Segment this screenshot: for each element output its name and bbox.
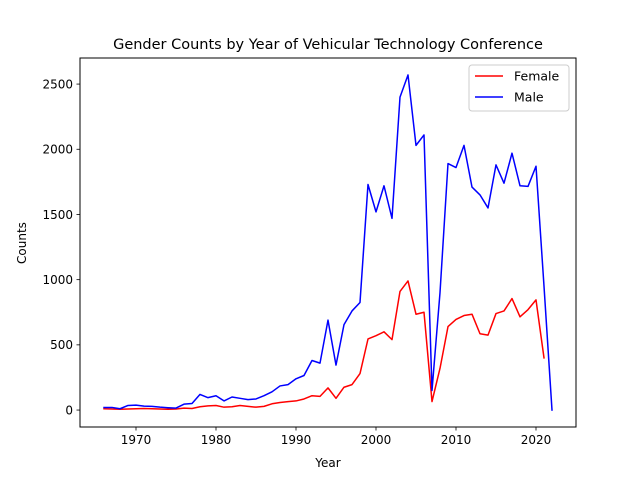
y-tick-label: 1000 — [42, 273, 73, 287]
series-line-female — [103, 280, 545, 411]
x-tick-label: 2010 — [441, 433, 472, 447]
x-tick-label: 1980 — [201, 433, 232, 447]
legend-female-label: Female — [514, 69, 560, 84]
series-layer — [103, 74, 553, 411]
x-tick-label: 1970 — [121, 433, 152, 447]
y-axis-label: Counts — [15, 222, 29, 264]
x-tick-label: 2020 — [521, 433, 552, 447]
axes-frame — [79, 57, 577, 428]
legend-male-label: Male — [514, 90, 544, 105]
x-tick-label: 1990 — [281, 433, 312, 447]
x-axis-label: Year — [314, 456, 340, 470]
y-axis: 0 500 1000 1500 2000 2500 — [42, 77, 80, 417]
y-tick-label: 1500 — [42, 208, 73, 222]
y-tick-label: 0 — [65, 403, 73, 417]
chart-title: Gender Counts by Year of Vehicular Techn… — [113, 37, 543, 53]
y-tick-label: 2000 — [42, 143, 73, 157]
x-tick-label: 2000 — [361, 433, 392, 447]
y-tick-label: 500 — [50, 338, 73, 352]
series-line-male — [103, 74, 553, 411]
x-axis: 1970 1980 1990 2000 2010 2020 — [121, 427, 552, 447]
legend: Female Male — [468, 64, 570, 112]
y-tick-label: 2500 — [42, 77, 73, 91]
